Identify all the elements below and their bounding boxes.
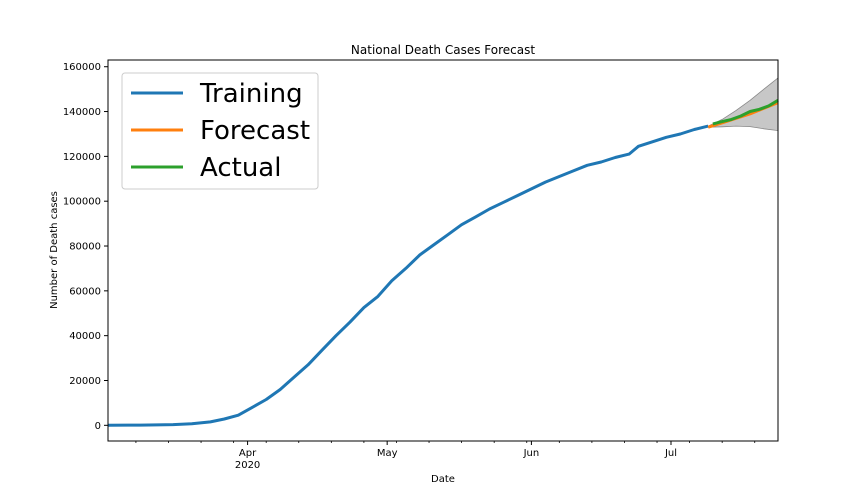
y-tick-label: 140000 — [63, 107, 101, 118]
x-axis-title: Date — [431, 474, 455, 485]
x-tick-sublabel: 2020 — [235, 460, 260, 471]
x-tick-label: Jul — [664, 448, 677, 459]
chart-title: National Death Cases Forecast — [351, 43, 535, 57]
legend-label-training: Training — [199, 79, 303, 109]
y-axis-title: Number of Death cases — [49, 191, 60, 309]
legend-box — [121, 72, 319, 190]
y-tick-label: 40000 — [69, 331, 101, 342]
y-tick-label: 120000 — [63, 152, 101, 163]
y-tick-label: 0 — [95, 421, 101, 432]
legend-label-forecast: Forecast — [200, 116, 310, 146]
plot-frame — [107, 59, 779, 442]
y-tick-label: 80000 — [69, 242, 101, 253]
y-axis: 0 20000 40000 60000 80000 100000 120000 140000 1… — [63, 62, 108, 432]
y-tick-label: 100000 — [63, 197, 101, 208]
x-tick-label: May — [377, 448, 398, 459]
x-tick-label: Jun — [523, 448, 540, 459]
legend-label-actual: Actual — [200, 153, 281, 183]
series-line-actual — [712, 99, 779, 126]
series-layer — [107, 99, 779, 427]
y-tick-label: 160000 — [63, 62, 101, 73]
series-line-training — [107, 124, 709, 427]
y-tick-label: 20000 — [69, 376, 101, 387]
x-tick-label: Apr — [239, 448, 257, 459]
legend: Training Forecast Actual — [121, 72, 319, 190]
y-tick-label: 60000 — [69, 286, 101, 297]
